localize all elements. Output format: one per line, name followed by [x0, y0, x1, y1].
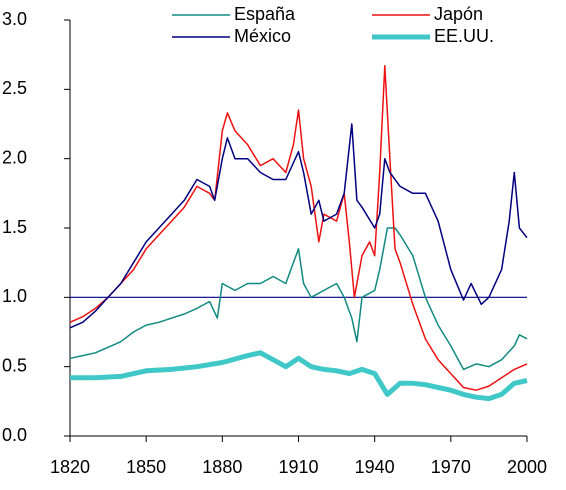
legend-label: España — [234, 4, 296, 24]
y-tick-label: 2.5 — [2, 78, 27, 98]
series-line — [69, 65, 528, 391]
series-line — [70, 350, 528, 402]
series-line — [69, 227, 528, 371]
y-tick-label: 0.0 — [2, 425, 27, 445]
x-tick-label: 1970 — [431, 457, 471, 477]
legend-label: Japón — [434, 4, 483, 24]
x-tick-label: 1910 — [278, 457, 318, 477]
y-tick-label: 2.0 — [2, 147, 27, 167]
legend-label: EE.UU. — [434, 26, 494, 46]
series-line — [69, 123, 528, 329]
x-tick-label: 1820 — [50, 457, 90, 477]
legend-label: México — [234, 26, 291, 46]
x-tick-label: 2000 — [507, 457, 547, 477]
y-tick-label: 1.0 — [2, 286, 27, 306]
y-tick-label: 0.5 — [2, 355, 27, 375]
y-tick-label: 3.0 — [2, 9, 27, 29]
y-tick-label: 1.5 — [2, 217, 27, 237]
x-tick-label: 1850 — [126, 457, 166, 477]
x-tick-label: 1940 — [355, 457, 395, 477]
x-tick-label: 1880 — [202, 457, 242, 477]
